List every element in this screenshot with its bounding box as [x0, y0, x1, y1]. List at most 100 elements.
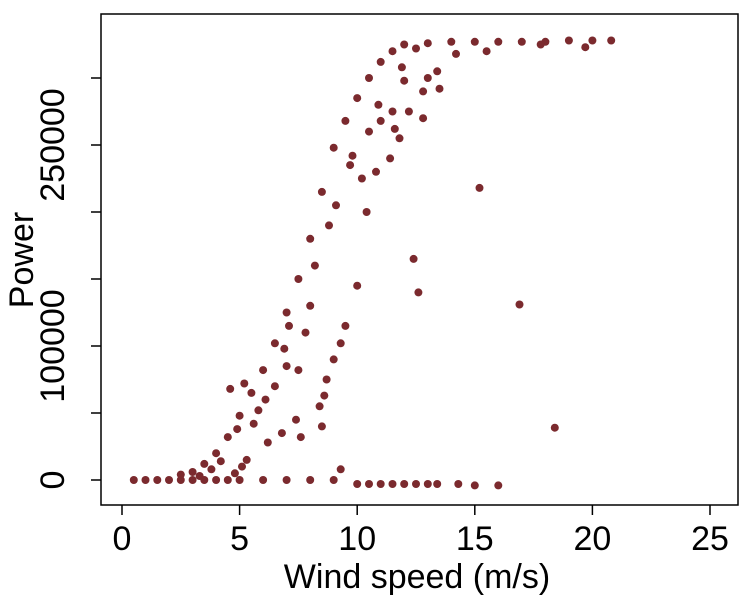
data-point: [390, 124, 399, 133]
data-point: [242, 455, 251, 464]
data-point: [226, 384, 235, 393]
x-tick-label: 15: [456, 520, 494, 558]
data-point: [376, 480, 385, 488]
data-point: [320, 391, 329, 400]
data-point: [581, 43, 590, 52]
data-point: [536, 40, 545, 49]
data-point: [357, 174, 366, 183]
data-point: [376, 116, 385, 125]
data-point: [277, 429, 286, 438]
data-point: [270, 382, 279, 391]
data-point: [494, 481, 503, 490]
data-point: [341, 116, 350, 125]
y-tick-label: 250000: [34, 88, 72, 201]
data-point: [409, 254, 418, 263]
data-point: [223, 476, 232, 484]
data-point: [564, 36, 573, 45]
data-point: [470, 481, 479, 490]
data-point: [317, 422, 326, 431]
data-point: [386, 154, 395, 163]
data-point: [249, 419, 258, 428]
data-point: [475, 183, 484, 192]
y-axis-ticks: 0 100000 250000: [34, 77, 101, 490]
data-point: [482, 47, 491, 56]
data-point: [452, 49, 460, 58]
data-point: [200, 459, 209, 468]
x-tick-label: 20: [573, 520, 611, 558]
data-point: [412, 44, 420, 53]
data-point: [254, 406, 263, 415]
data-point: [414, 288, 423, 297]
data-point: [397, 63, 406, 72]
data-point: [322, 375, 331, 384]
data-point: [365, 480, 373, 488]
data-point: [388, 107, 397, 116]
data-point: [447, 37, 456, 46]
data-points: [129, 36, 616, 490]
data-point: [153, 476, 162, 484]
data-point: [494, 37, 503, 46]
data-point: [301, 328, 310, 337]
data-point: [216, 457, 225, 466]
data-point: [550, 423, 559, 432]
data-point: [435, 84, 444, 93]
data-point: [212, 476, 221, 484]
data-point: [238, 462, 246, 471]
data-point: [607, 36, 616, 45]
data-point: [294, 366, 303, 375]
data-point: [270, 339, 279, 348]
data-point: [280, 344, 289, 353]
data-point: [395, 134, 404, 143]
data-point: [188, 476, 197, 484]
data-point: [332, 201, 340, 210]
data-point: [404, 107, 413, 116]
plot-frame: [100, 13, 739, 506]
data-point: [233, 425, 242, 434]
data-point: [176, 470, 185, 479]
data-point: [129, 476, 138, 484]
data-point: [296, 433, 305, 442]
data-point: [400, 40, 409, 49]
y-tick-label: 0: [34, 471, 72, 490]
data-point: [353, 94, 362, 103]
data-point: [376, 57, 385, 66]
data-point: [419, 114, 428, 123]
data-point: [282, 362, 291, 371]
data-point: [423, 480, 432, 488]
data-point: [353, 281, 362, 290]
data-point: [341, 321, 350, 330]
x-axis-label: Wind speed (m/s): [284, 558, 550, 596]
data-point: [141, 476, 150, 484]
data-point: [515, 300, 524, 309]
data-point: [235, 476, 244, 484]
data-point: [223, 433, 232, 442]
data-point: [329, 143, 338, 152]
data-point: [165, 476, 173, 484]
data-point: [292, 415, 300, 424]
data-point: [388, 480, 397, 488]
data-point: [353, 480, 362, 488]
x-axis-ticks: 0 5 10 15 20 25: [113, 505, 729, 558]
data-point: [336, 465, 345, 474]
data-point: [282, 476, 291, 484]
data-point: [365, 74, 373, 82]
data-point: [207, 465, 216, 474]
data-point: [282, 308, 291, 317]
data-point: [388, 47, 397, 56]
data-point: [294, 275, 303, 283]
y-axis-label: Power: [3, 212, 41, 308]
data-point: [285, 321, 293, 330]
y-tick-label: 100000: [34, 289, 72, 402]
data-point: [419, 87, 428, 96]
data-point: [306, 301, 315, 310]
data-point: [365, 127, 373, 136]
data-point: [263, 438, 272, 447]
data-point: [325, 221, 333, 230]
data-point: [362, 208, 371, 216]
data-point: [247, 388, 256, 397]
data-point: [306, 476, 315, 484]
data-point: [588, 36, 597, 45]
data-point: [517, 37, 526, 46]
data-point: [346, 161, 355, 170]
data-point: [317, 187, 326, 196]
